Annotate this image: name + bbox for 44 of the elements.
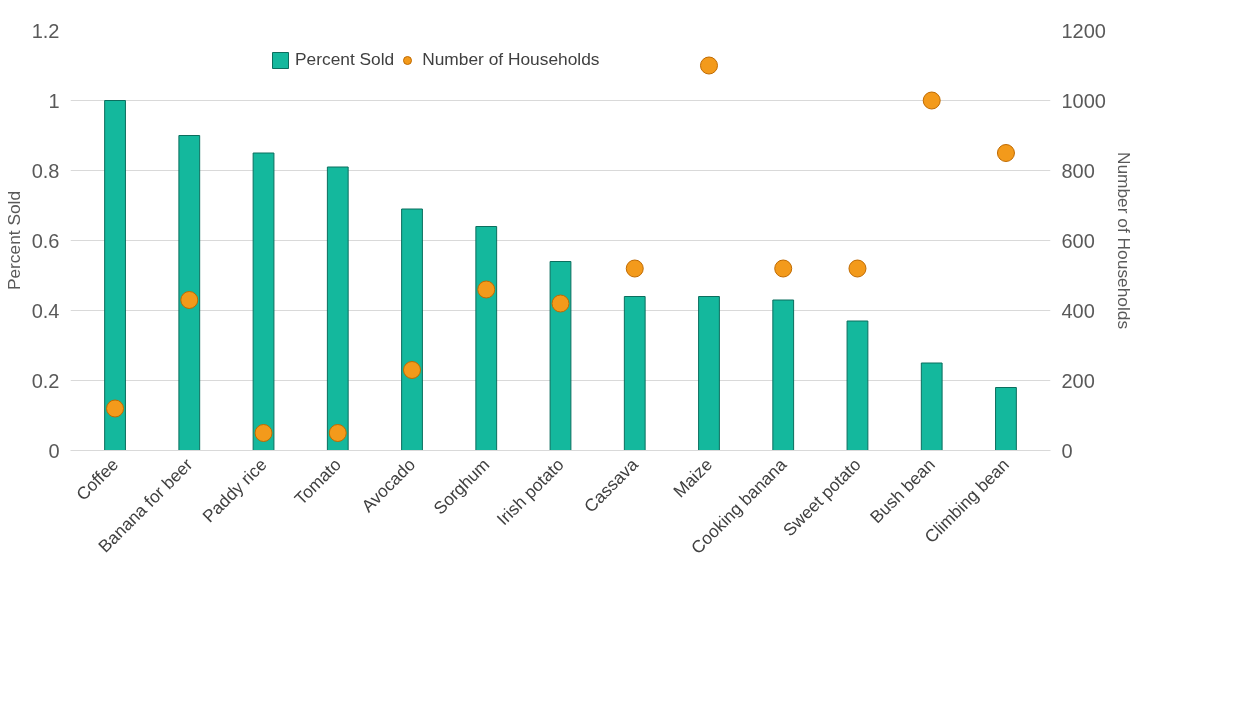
- y-axis-title: Percent Sold: [3, 190, 24, 291]
- point: [774, 259, 793, 278]
- point: [328, 424, 347, 442]
- bar: [104, 100, 126, 451]
- bar: [920, 362, 943, 451]
- y2-tick-label: 1200: [1061, 19, 1106, 42]
- y2-tick-label: 0: [1061, 439, 1073, 462]
- bar: [995, 387, 1017, 451]
- y2-tick-label: 800: [1061, 159, 1095, 182]
- point: [180, 291, 199, 309]
- y-tick-label: 0: [48, 439, 60, 462]
- bar: [401, 208, 423, 451]
- legend-label: Number of Households: [422, 49, 600, 70]
- y-tick-label: 0.4: [31, 299, 60, 322]
- point: [254, 424, 273, 442]
- bar: [846, 320, 869, 451]
- point: [477, 280, 496, 299]
- y-tick-label: 0.6: [31, 229, 60, 252]
- point: [106, 399, 125, 418]
- point: [403, 361, 422, 379]
- point: [625, 259, 644, 278]
- y2-axis-title: Number of Households: [1113, 151, 1134, 330]
- y2-tick-label: 400: [1061, 299, 1095, 322]
- point: [848, 259, 867, 278]
- y2-tick-label: 1000: [1061, 89, 1106, 112]
- bar: [252, 152, 275, 451]
- y2-tick-label: 600: [1061, 229, 1095, 252]
- point: [699, 56, 718, 75]
- y-tick-label: 0.8: [31, 159, 60, 182]
- point: [551, 294, 570, 313]
- y-tick-label: 0.2: [31, 369, 60, 392]
- y-tick-label: 1: [48, 89, 60, 112]
- point: [996, 144, 1015, 162]
- y-tick-label: 1.2: [31, 19, 60, 42]
- legend-label: Percent Sold: [295, 49, 395, 70]
- bar: [772, 299, 795, 451]
- bar: [698, 296, 720, 451]
- y2-tick-label: 200: [1061, 369, 1095, 392]
- bar: [326, 166, 349, 451]
- bar: [475, 226, 498, 451]
- point: [922, 91, 941, 110]
- bar: [549, 261, 572, 451]
- bar: [178, 135, 201, 451]
- bar: [623, 296, 646, 451]
